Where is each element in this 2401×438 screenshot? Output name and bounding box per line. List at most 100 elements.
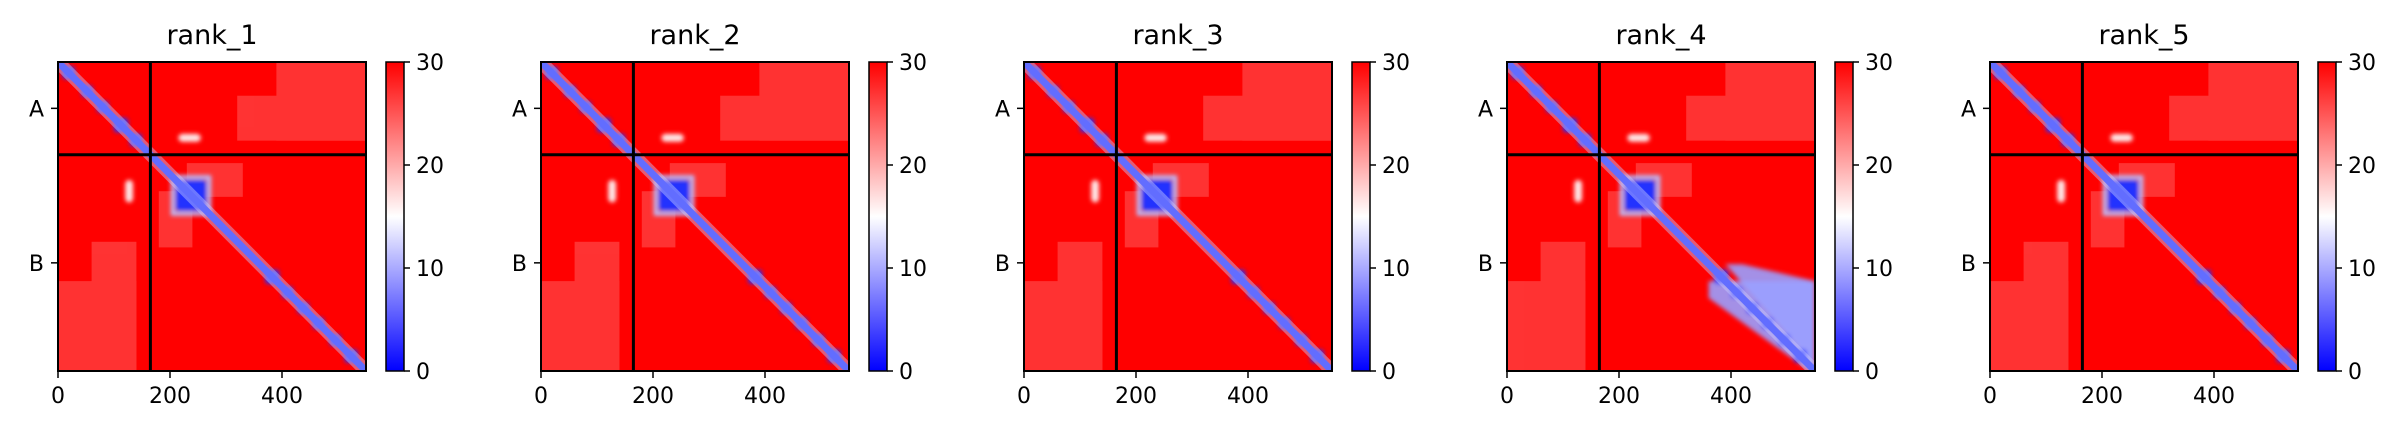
colorbar-tick-label: 10 xyxy=(2348,257,2376,282)
colorbar-tick-label: 0 xyxy=(1865,360,1879,385)
heatmap xyxy=(58,62,366,371)
heatmap-texture xyxy=(1024,62,1332,371)
y-tick-label: B xyxy=(29,252,44,277)
texture-band xyxy=(1990,281,2069,371)
colorbar-tick-label: 20 xyxy=(899,154,927,179)
colorbar-tick-label: 10 xyxy=(1382,257,1410,282)
colorbar-tick-label: 0 xyxy=(416,360,430,385)
texture-band xyxy=(1507,281,1586,371)
domain-block-edge xyxy=(2102,175,2144,216)
x-tick-label: 400 xyxy=(1710,384,1752,409)
x-tick-label: 400 xyxy=(744,384,786,409)
y-tick-label: B xyxy=(995,252,1010,277)
x-tick-label: 400 xyxy=(2193,384,2235,409)
heatmap-texture xyxy=(1507,62,1815,371)
diagonal xyxy=(58,62,366,371)
diagonal-halo xyxy=(1024,62,1332,371)
y-tick-label: A xyxy=(995,97,1010,122)
panel-title: rank_4 xyxy=(1615,20,1706,51)
heatmap xyxy=(541,62,849,371)
contact-spot xyxy=(661,133,684,142)
domain-block-edge xyxy=(1136,175,1178,216)
x-tick-label: 400 xyxy=(261,384,303,409)
x-tick-label: 200 xyxy=(632,384,674,409)
y-tick-label: A xyxy=(1961,97,1976,122)
plot-frame xyxy=(540,61,850,372)
colorbar-tick-label: 20 xyxy=(1865,154,1893,179)
colorbar-tick-label: 30 xyxy=(2348,51,2376,76)
panel-title: rank_1 xyxy=(166,20,257,51)
colorbar-tick-label: 0 xyxy=(899,360,913,385)
texture-band xyxy=(1024,281,1103,371)
heatmap-texture xyxy=(58,62,366,371)
contact-spot xyxy=(1574,179,1583,203)
x-tick-label: 200 xyxy=(2081,384,2123,409)
contact-spot xyxy=(2110,133,2133,142)
x-tick-label: 400 xyxy=(1227,384,1269,409)
colorbar: 0 10 20 30 xyxy=(2317,51,2376,385)
panel-title: rank_3 xyxy=(1132,20,1223,51)
panel-rank_1: rank_1 0 200 400 A B 0 10 20 30 xyxy=(29,20,444,409)
diagonal-halo xyxy=(58,62,366,371)
texture-band xyxy=(2208,62,2298,141)
colorbar-tick-label: 30 xyxy=(899,51,927,76)
colorbar-gradient xyxy=(385,61,405,372)
panel-rank_3: rank_3 0 200 400 A B 0 10 20 30 xyxy=(995,20,1410,409)
x-tick-label: 200 xyxy=(1115,384,1157,409)
panel-title: rank_2 xyxy=(649,20,740,51)
diagonal xyxy=(541,62,849,371)
colorbar: 0 10 20 30 xyxy=(385,51,444,385)
plot-frame xyxy=(1023,61,1333,372)
diagonal-halo xyxy=(1990,62,2298,371)
y-tick-label: A xyxy=(512,97,527,122)
colorbar-tick-label: 30 xyxy=(1382,51,1410,76)
colorbar-tick-label: 10 xyxy=(416,257,444,282)
y-tick-label: B xyxy=(1961,252,1976,277)
heatmap-texture xyxy=(541,62,849,371)
texture-band xyxy=(1242,62,1332,141)
x-tick-label: 0 xyxy=(1017,384,1031,409)
colorbar-gradient xyxy=(1834,61,1854,372)
x-tick-label: 0 xyxy=(1500,384,1514,409)
contact-spot xyxy=(608,179,617,203)
diagonal-line xyxy=(1024,62,1332,371)
plot-frame xyxy=(1506,61,1816,372)
colorbar-tick-label: 20 xyxy=(2348,154,2376,179)
domain-block-edge xyxy=(1619,175,1661,216)
colorbar-tick-label: 10 xyxy=(1865,257,1893,282)
diagonal-line xyxy=(1990,62,2298,371)
contact-spot xyxy=(1091,179,1100,203)
contact-spot xyxy=(1627,133,1650,142)
y-tick-label: B xyxy=(512,252,527,277)
diagonal xyxy=(1507,62,1815,371)
domain-block-edge xyxy=(653,175,695,216)
colorbar: 0 10 20 30 xyxy=(1834,51,1893,385)
colorbar: 0 10 20 30 xyxy=(1351,51,1410,385)
colorbar: 0 10 20 30 xyxy=(868,51,927,385)
plot-frame xyxy=(57,61,367,372)
heatmap xyxy=(1507,62,1815,371)
diagonal-line xyxy=(541,62,849,371)
colorbar-tick-label: 10 xyxy=(899,257,927,282)
colorbar-tick-label: 0 xyxy=(2348,360,2362,385)
contact-region xyxy=(1725,264,1815,366)
colorbar-tick-label: 20 xyxy=(1382,154,1410,179)
diagonal-line xyxy=(1507,62,1815,371)
x-tick-label: 200 xyxy=(1598,384,1640,409)
colorbar-gradient xyxy=(868,61,888,372)
domain-block-edge xyxy=(170,175,212,216)
colorbar-gradient xyxy=(1351,61,1371,372)
x-tick-label: 0 xyxy=(1983,384,1997,409)
y-tick-label: A xyxy=(29,97,44,122)
panel-rank_2: rank_2 0 200 400 A B 0 10 20 30 xyxy=(512,20,927,409)
texture-band xyxy=(58,281,137,371)
x-tick-label: 0 xyxy=(51,384,65,409)
x-tick-label: 0 xyxy=(534,384,548,409)
colorbar-tick-label: 20 xyxy=(416,154,444,179)
colorbar-tick-label: 30 xyxy=(416,51,444,76)
y-tick-label: A xyxy=(1478,97,1493,122)
panel-title: rank_5 xyxy=(2098,20,2189,51)
plot-frame xyxy=(1989,61,2299,372)
panel-rank_5: rank_5 0 200 400 A B 0 10 20 30 xyxy=(1961,20,2376,409)
